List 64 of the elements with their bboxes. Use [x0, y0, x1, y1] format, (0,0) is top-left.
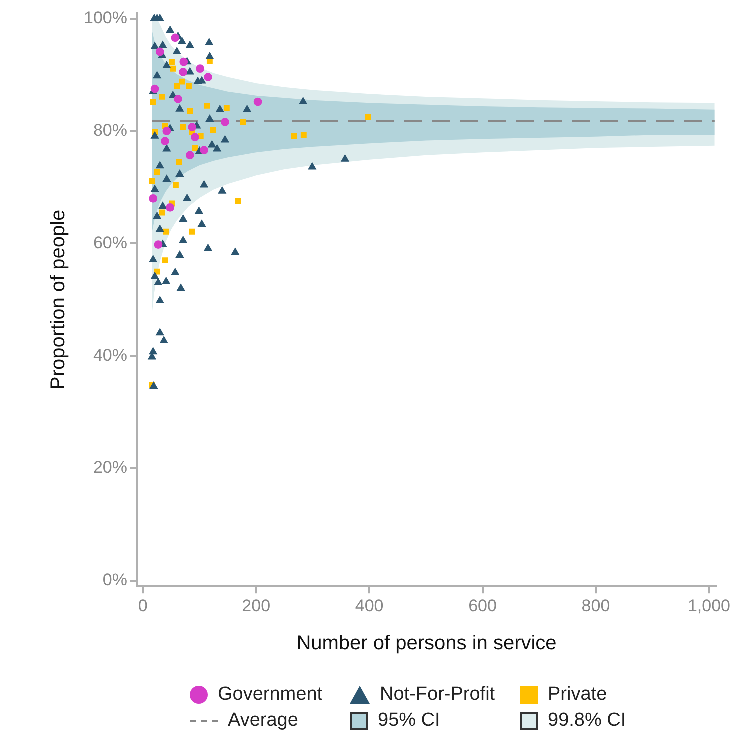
- point: [180, 124, 186, 130]
- y-tick-label: 60%: [93, 233, 128, 252]
- x-tick-label: 600: [468, 596, 497, 616]
- legend-label: Government: [218, 684, 323, 706]
- point: [221, 118, 230, 126]
- legend-label: Private: [548, 684, 608, 706]
- y-tick-label: 100%: [84, 8, 128, 28]
- point: [192, 145, 198, 152]
- x-tick-label: 0: [138, 596, 148, 616]
- point: [187, 108, 194, 114]
- point: [191, 133, 200, 142]
- point: [254, 98, 262, 106]
- point: [210, 127, 216, 134]
- point: [204, 102, 210, 109]
- point: [365, 114, 372, 120]
- legend-label: Average: [228, 710, 298, 732]
- point: [204, 73, 212, 82]
- point: [196, 64, 205, 74]
- point: [171, 34, 180, 42]
- point: [161, 137, 170, 146]
- point: [162, 258, 168, 264]
- point: [186, 151, 194, 160]
- point: [174, 83, 180, 90]
- point: [163, 228, 170, 235]
- point: [149, 178, 156, 184]
- point: [166, 204, 175, 212]
- x-tick-label: 1,000: [688, 596, 730, 616]
- point: [156, 48, 164, 56]
- point: [188, 123, 197, 132]
- point: [162, 127, 172, 136]
- point: [159, 210, 166, 216]
- point: [176, 159, 182, 166]
- legend-label: Not-For-Profit: [380, 684, 496, 706]
- x-tick-label: 200: [242, 596, 271, 616]
- point: [174, 95, 182, 104]
- y-axis-title: Proportion of people: [48, 210, 70, 390]
- point: [179, 68, 188, 76]
- point: [179, 78, 186, 85]
- x-axis-title: Number of persons in service: [296, 632, 557, 655]
- y-tick-label: 80%: [93, 120, 128, 140]
- point: [169, 59, 175, 66]
- point: [150, 99, 156, 105]
- point: [240, 119, 246, 126]
- y-tick-label: 0%: [102, 570, 128, 590]
- point: [235, 198, 242, 204]
- y-tick-label: 40%: [93, 346, 128, 365]
- legend-label: 95% CI: [378, 710, 440, 732]
- point: [300, 132, 307, 138]
- point: [173, 182, 179, 188]
- x-tick-label: 400: [355, 596, 384, 616]
- legend-label: 99.8% CI: [548, 710, 626, 732]
- point: [186, 83, 192, 90]
- point: [200, 146, 208, 155]
- point: [291, 133, 298, 140]
- point: [224, 105, 230, 112]
- point: [180, 58, 188, 66]
- point: [170, 66, 176, 72]
- x-tick-label: 800: [582, 596, 610, 616]
- point: [154, 240, 163, 250]
- point: [159, 94, 166, 100]
- point: [149, 194, 158, 203]
- y-tick-label: 20%: [93, 458, 128, 478]
- point: [154, 169, 160, 176]
- point: [189, 228, 196, 235]
